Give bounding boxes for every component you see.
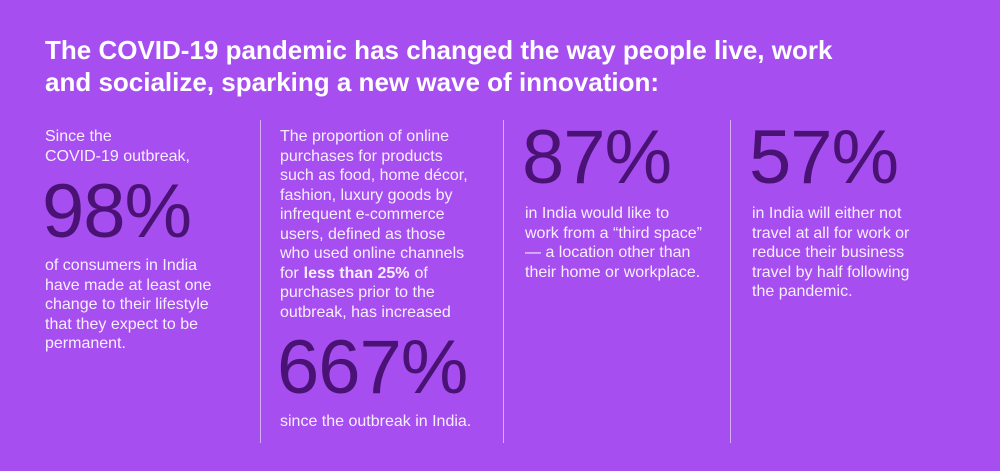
stat: 98% (42, 169, 192, 254)
text-line: Since the (45, 128, 112, 145)
text-line: fashion, luxury goods by (280, 186, 453, 204)
text-line: outbreak, has increased (280, 303, 451, 321)
text-line: The proportion of online (280, 128, 449, 145)
text-line: — a location other than (525, 244, 691, 261)
text-line: in India will either not (752, 205, 902, 222)
text-line: infrequent e-commerce (280, 206, 445, 223)
column: The proportion of online purchases for pr… (277, 127, 472, 432)
text-line: permanent. (45, 335, 126, 352)
text-line: the pandemic. (752, 283, 853, 300)
column: Since the COVID-19 outbreak, 98% of consume… (42, 127, 212, 354)
title: The COVID-19 pandemic has changed the wa… (45, 34, 985, 98)
text-line: such as food, home décor, (280, 167, 468, 184)
text-line: who used online channels (280, 245, 465, 262)
column: 87% in India would like to work from a “th… (522, 115, 702, 282)
text-line: COVID-19 outbreak, (45, 147, 190, 165)
text-line: purchases prior to the (280, 284, 435, 301)
divider (730, 120, 731, 443)
text-line: for less than 25% of (280, 264, 471, 284)
stat: 87% (522, 115, 672, 200)
text-line: have made at least one (45, 276, 212, 294)
text-line: in India would like to (525, 205, 670, 222)
text: for (280, 264, 299, 282)
title-line: The COVID-19 pandemic has changed the wa… (45, 35, 833, 65)
text-line: of consumers in India (45, 257, 198, 274)
stat: 667% (277, 325, 468, 410)
divider (260, 120, 261, 443)
emphasis: less than 25% (303, 264, 410, 282)
text: of (414, 264, 428, 282)
text-line: work from a “third space” (525, 224, 702, 242)
text-line: since the outbreak in India. (280, 413, 472, 430)
text-line: that they expect to be (45, 315, 198, 333)
text-line: purchases for products (280, 147, 443, 165)
text-line: travel by half following (752, 263, 910, 281)
stat: 57% (749, 115, 899, 200)
text-line: users, defined as those (280, 225, 446, 243)
column: 57% in India will either not travel at all… (749, 115, 910, 302)
text-line: travel at all for work or (752, 224, 910, 242)
text-line: change to their lifestyle (45, 296, 209, 313)
title-line: and socialize, sparking a new wave of in… (45, 67, 660, 97)
divider (503, 120, 504, 443)
text-line: their home or workplace. (525, 263, 701, 281)
text-line: reduce their business (752, 244, 905, 261)
